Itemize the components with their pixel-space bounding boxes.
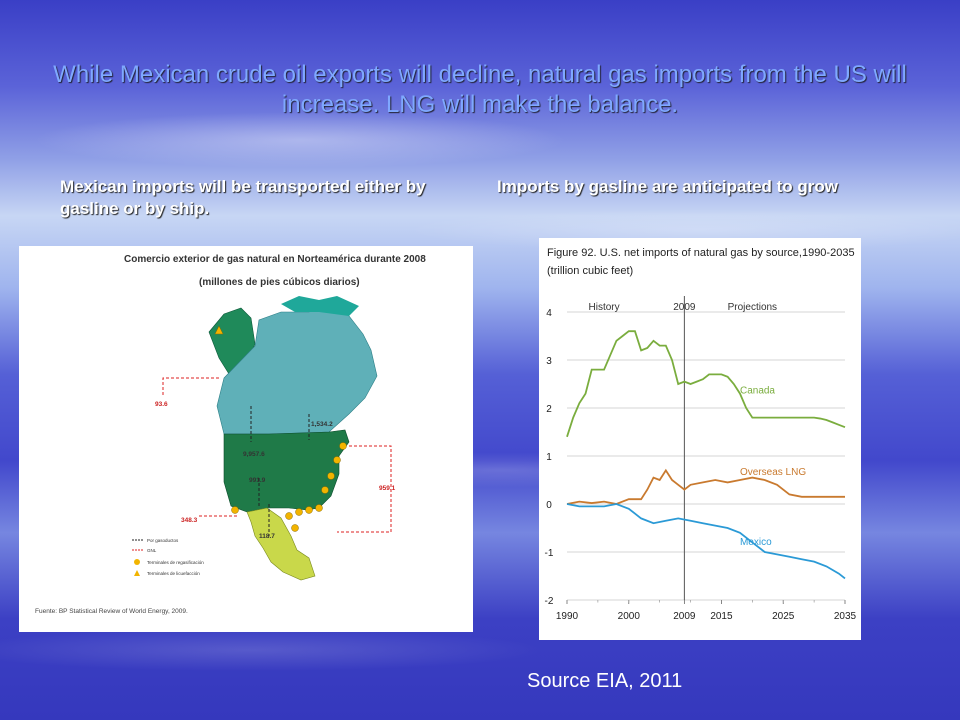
map-panel: Comercio exterior de gas natural en Nort… <box>19 246 473 632</box>
series-label-overseas-lng: Overseas LNG <box>740 467 806 478</box>
terminal-marker <box>305 506 313 514</box>
x-tick-label: 2035 <box>834 611 857 622</box>
divider-year-label: 2009 <box>673 302 696 313</box>
map-subtitle: (millones de pies cúbicos diarios) <box>199 277 360 288</box>
terminal-marker <box>333 456 341 464</box>
terminal-marker <box>295 508 303 516</box>
slide-title: While Mexican crude oil exports will dec… <box>53 61 907 118</box>
series-line-overseas-lng <box>566 468 845 505</box>
label-mexico-south: 118.7 <box>259 533 275 540</box>
terminal-marker <box>321 486 329 494</box>
series-label-mexico: Mexico <box>740 537 772 548</box>
series-line-mexico <box>566 503 846 580</box>
mexico-shape <box>246 507 316 581</box>
line-chart: Figure 92. U.S. net imports of natural g… <box>545 247 857 622</box>
legend-liq: Terminales de licuefacción <box>147 571 200 576</box>
y-tick-label: 0 <box>546 500 552 511</box>
terminal-marker <box>231 506 239 514</box>
label-east-lng: 959.1 <box>379 485 396 492</box>
terminal-marker <box>285 512 293 520</box>
map-figure: Comercio exterior de gas natural en Nort… <box>35 254 426 615</box>
y-tick-label: -2 <box>545 596 554 607</box>
history-label: History <box>589 302 620 313</box>
label-canada-us: 9,957.6 <box>243 451 265 458</box>
right-heading: Imports by gasline are anticipated to gr… <box>497 177 839 196</box>
legend-lng: GNL <box>147 548 157 553</box>
terminal-marker <box>291 524 299 532</box>
projections-label: Projections <box>728 302 777 313</box>
map-title: Comercio exterior de gas natural en Nort… <box>124 254 426 265</box>
y-tick-label: 4 <box>546 308 552 319</box>
terminal-marker <box>339 442 347 450</box>
x-tick-label: 2015 <box>710 611 733 622</box>
x-tick-label: 2000 <box>618 611 641 622</box>
terminal-marker <box>327 472 335 480</box>
alaska-lng-route <box>162 377 219 396</box>
left-heading: Mexican imports will be transported eith… <box>60 177 426 218</box>
x-tick-label: 2009 <box>673 611 696 622</box>
united-states-shape <box>223 429 350 513</box>
terminal-marker <box>315 504 323 512</box>
x-tick-label: 1990 <box>556 611 579 622</box>
chart-panel: Figure 92. U.S. net imports of natural g… <box>539 238 861 640</box>
x-tick-label: 2025 <box>772 611 795 622</box>
legend-regas: Terminales de regasificación <box>147 560 204 565</box>
legend-pipeline: Por gasoductos <box>147 538 179 543</box>
chart-title: Figure 92. U.S. net imports of natural g… <box>547 247 855 259</box>
y-tick-label: 2 <box>546 404 552 415</box>
label-west-lng: 348.3 <box>181 517 198 524</box>
y-tick-label: 3 <box>546 356 552 367</box>
slide-source: Source EIA, 2011 <box>527 670 683 692</box>
arctic-islands-shape <box>281 296 359 316</box>
liquefaction-marker <box>214 325 224 335</box>
label-alaska-lng: 93.6 <box>155 401 168 408</box>
series-label-canada: Canada <box>740 386 775 397</box>
label-east-canada: 1,534.2 <box>311 421 333 428</box>
east-lng-route <box>337 445 392 533</box>
y-tick-label: 1 <box>546 452 552 463</box>
y-tick-label: -1 <box>545 548 554 559</box>
label-us-mexico: 991.9 <box>249 477 266 484</box>
map-source: Fuente: BP Statistical Review of World E… <box>35 608 188 615</box>
series-line-canada <box>566 330 846 438</box>
chart-subtitle: (trillion cubic feet) <box>547 265 633 277</box>
